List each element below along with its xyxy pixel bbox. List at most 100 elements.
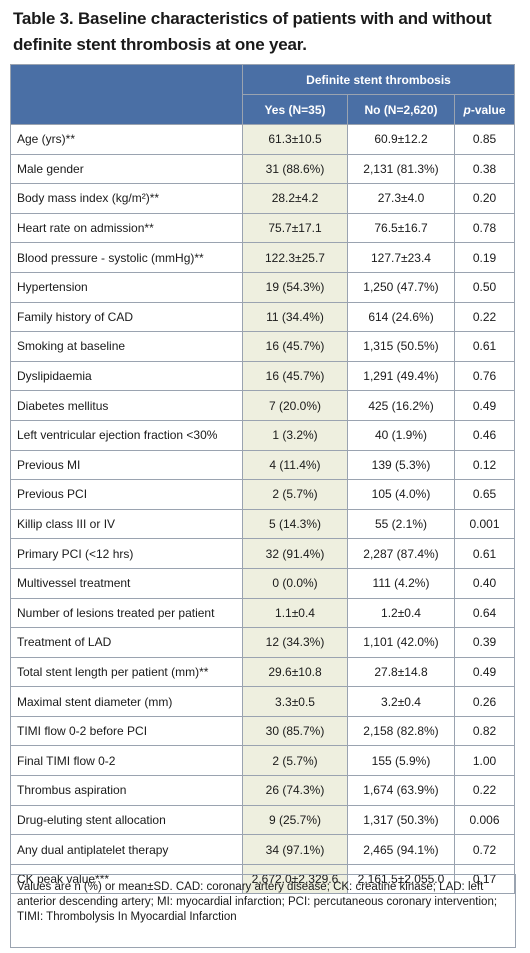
row-yes-value: 2,672.0±2,329.6 bbox=[242, 863, 348, 895]
row-yes-value: 9 (25.7%) bbox=[242, 804, 348, 836]
table-row: Number of lesions treated per patient 1.1… bbox=[10, 597, 515, 629]
row-yes-value: 7 (20.0%) bbox=[242, 390, 348, 421]
row-no-value: 1.2±0.4 bbox=[347, 597, 455, 629]
row-no-value: 2,131 (81.3%) bbox=[347, 153, 455, 185]
row-label: Left ventricular ejection fraction <30% bbox=[10, 419, 243, 451]
row-label: CK peak value*** bbox=[10, 863, 243, 895]
row-p-value: 0.006 bbox=[454, 804, 515, 836]
header-col-p-rest: -value bbox=[470, 102, 506, 117]
row-no-value: 105 (4.0%) bbox=[347, 479, 455, 510]
table-row: Heart rate on admission** 75.7±17.1 76.5±1… bbox=[10, 212, 515, 244]
row-yes-value: 30 (85.7%) bbox=[242, 715, 348, 747]
table-row: Previous MI 4 (11.4%) 139 (5.3%) 0.12 bbox=[10, 449, 515, 481]
row-p-value: 0.64 bbox=[454, 597, 515, 629]
row-p-value: 0.12 bbox=[454, 449, 515, 481]
table-row: Family history of CAD 11 (34.4%) 614 (24.6… bbox=[10, 301, 515, 333]
table-row: Male gender 31 (88.6%) 2,131 (81.3%) 0.38 bbox=[10, 153, 515, 185]
row-yes-value: 4 (11.4%) bbox=[242, 449, 348, 481]
row-no-value: 76.5±16.7 bbox=[347, 212, 455, 244]
table-row: Hypertension 19 (54.3%) 1,250 (47.7%) 0.50 bbox=[10, 271, 515, 303]
row-label: TIMI flow 0-2 before PCI bbox=[10, 715, 243, 747]
row-no-value: 425 (16.2%) bbox=[347, 390, 455, 421]
row-label: Dyslipidaemia bbox=[10, 360, 243, 392]
row-label: Primary PCI (<12 hrs) bbox=[10, 538, 243, 569]
header-col-p: p-value bbox=[454, 94, 515, 125]
row-label: Number of lesions treated per patient bbox=[10, 597, 243, 629]
row-p-value: 0.46 bbox=[454, 419, 515, 451]
row-p-value: 0.82 bbox=[454, 715, 515, 747]
row-p-value: 0.22 bbox=[454, 775, 515, 806]
row-p-value: 0.17 bbox=[454, 863, 515, 895]
row-yes-value: 0 (0.0%) bbox=[242, 567, 348, 599]
row-label: Any dual antiplatelet therapy bbox=[10, 834, 243, 865]
row-label: Maximal stent diameter (mm) bbox=[10, 686, 243, 717]
table-row: Diabetes mellitus 7 (20.0%) 425 (16.2%) 0.4… bbox=[10, 390, 515, 421]
table-row: Treatment of LAD 12 (34.3%) 1,101 (42.0%) 0… bbox=[10, 627, 515, 658]
row-no-value: 27.3±4.0 bbox=[347, 183, 455, 214]
row-yes-value: 11 (34.4%) bbox=[242, 301, 348, 333]
row-no-value: 1,315 (50.5%) bbox=[347, 331, 455, 362]
table-row: Total stent length per patient (mm)** 29.… bbox=[10, 656, 515, 688]
row-label: Final TIMI flow 0-2 bbox=[10, 745, 243, 777]
row-no-value: 127.7±23.4 bbox=[347, 242, 455, 273]
row-label: Family history of CAD bbox=[10, 301, 243, 333]
row-p-value: 0.61 bbox=[454, 538, 515, 569]
row-p-value: 0.39 bbox=[454, 627, 515, 658]
row-yes-value: 19 (54.3%) bbox=[242, 271, 348, 303]
row-yes-value: 12 (34.3%) bbox=[242, 627, 348, 658]
row-yes-value: 32 (91.4%) bbox=[242, 538, 348, 569]
row-no-value: 2,161.5±2,055.0 bbox=[347, 863, 455, 895]
row-yes-value: 122.3±25.7 bbox=[242, 242, 348, 273]
table-footnote: Values are n (%) or mean±SD. CAD: corona… bbox=[10, 874, 516, 948]
table-row: Multivessel treatment 0 (0.0%) 111 (4.2%) 0… bbox=[10, 567, 515, 599]
row-no-value: 2,287 (87.4%) bbox=[347, 538, 455, 569]
header-col-no: No (N=2,620) bbox=[347, 94, 455, 125]
table-row: Maximal stent diameter (mm) 3.3±0.5 3.2±0.… bbox=[10, 686, 515, 717]
row-label: Male gender bbox=[10, 153, 243, 185]
table-row: Killip class III or IV 5 (14.3%) 55 (2.1%)… bbox=[10, 508, 515, 540]
row-no-value: 55 (2.1%) bbox=[347, 508, 455, 540]
row-no-value: 614 (24.6%) bbox=[347, 301, 455, 333]
table-title: Table 3. Baseline characteristics of pat… bbox=[13, 9, 492, 54]
row-no-value: 111 (4.2%) bbox=[347, 567, 455, 599]
row-yes-value: 26 (74.3%) bbox=[242, 775, 348, 806]
row-no-value: 40 (1.9%) bbox=[347, 419, 455, 451]
row-p-value: 0.78 bbox=[454, 212, 515, 244]
row-p-value: 0.65 bbox=[454, 479, 515, 510]
table-row: Any dual antiplatelet therapy 34 (97.1%) 2… bbox=[10, 834, 515, 865]
table-row: Drug-eluting stent allocation 9 (25.7%) 1,… bbox=[10, 804, 515, 836]
row-no-value: 60.9±12.2 bbox=[347, 124, 455, 155]
row-yes-value: 3.3±0.5 bbox=[242, 686, 348, 717]
row-no-value: 1,674 (63.9%) bbox=[347, 775, 455, 806]
table-row: CK peak value*** 2,672.0±2,329.6 2,161.5±2… bbox=[10, 863, 515, 895]
header-col-yes: Yes (N=35) bbox=[242, 94, 348, 125]
header-row-group: Definite stent thrombosis bbox=[10, 64, 515, 125]
row-p-value: 0.61 bbox=[454, 331, 515, 362]
table-body: Age (yrs)** 61.3±10.5 60.9±12.2 0.85 Male ge… bbox=[10, 124, 515, 895]
row-label: Thrombus aspiration bbox=[10, 775, 243, 806]
row-label: Previous PCI bbox=[10, 479, 243, 510]
row-p-value: 0.72 bbox=[454, 834, 515, 865]
table-row: Smoking at baseline 16 (45.7%) 1,315 (50.5… bbox=[10, 331, 515, 362]
row-p-value: 1.00 bbox=[454, 745, 515, 777]
row-label: Drug-eluting stent allocation bbox=[10, 804, 243, 836]
row-p-value: 0.22 bbox=[454, 301, 515, 333]
row-no-value: 1,291 (49.4%) bbox=[347, 360, 455, 392]
row-yes-value: 16 (45.7%) bbox=[242, 360, 348, 392]
row-yes-value: 75.7±17.1 bbox=[242, 212, 348, 244]
row-label: Heart rate on admission** bbox=[10, 212, 243, 244]
row-yes-value: 28.2±4.2 bbox=[242, 183, 348, 214]
row-no-value: 3.2±0.4 bbox=[347, 686, 455, 717]
row-p-value: 0.50 bbox=[454, 271, 515, 303]
row-label: Smoking at baseline bbox=[10, 331, 243, 362]
header-blank-cell bbox=[10, 64, 243, 125]
row-label: Body mass index (kg/m²)** bbox=[10, 183, 243, 214]
table-row: Dyslipidaemia 16 (45.7%) 1,291 (49.4%) 0.76 bbox=[10, 360, 515, 392]
table-row: Age (yrs)** 61.3±10.5 60.9±12.2 0.85 bbox=[10, 124, 515, 155]
row-yes-value: 34 (97.1%) bbox=[242, 834, 348, 865]
row-p-value: 0.19 bbox=[454, 242, 515, 273]
row-p-value: 0.20 bbox=[454, 183, 515, 214]
row-yes-value: 2 (5.7%) bbox=[242, 479, 348, 510]
table-row: TIMI flow 0-2 before PCI 30 (85.7%) 2,158 … bbox=[10, 715, 515, 747]
row-p-value: 0.85 bbox=[454, 124, 515, 155]
